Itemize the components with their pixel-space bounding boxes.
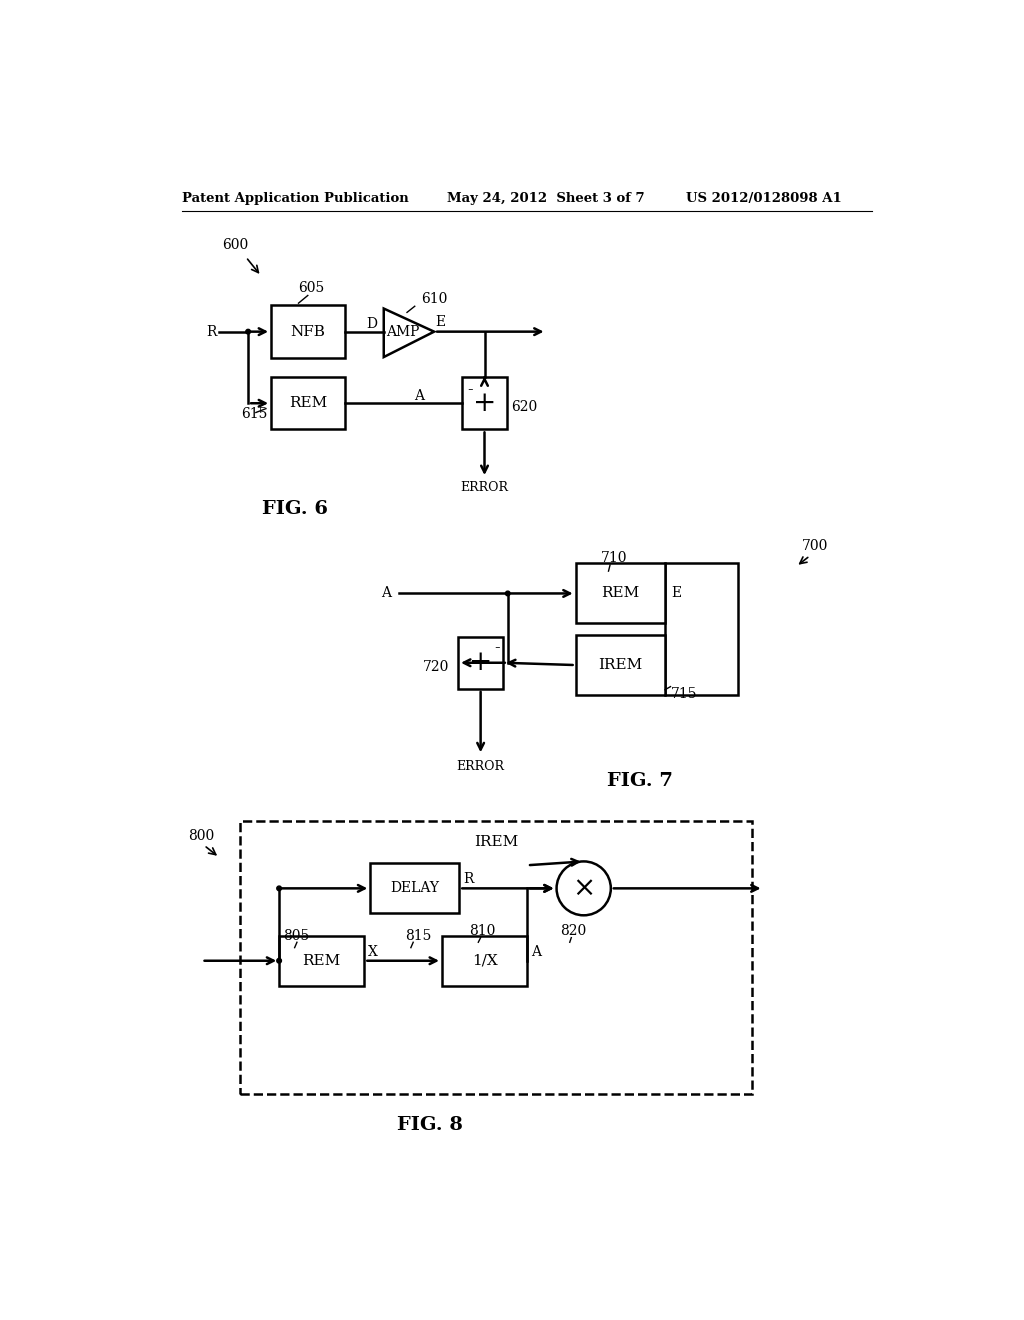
Text: NFB: NFB <box>291 325 326 339</box>
Text: A: A <box>382 586 391 601</box>
Polygon shape <box>384 309 434 358</box>
Text: 600: 600 <box>222 239 249 252</box>
Text: A: A <box>414 388 424 403</box>
Text: REM: REM <box>303 954 341 968</box>
Text: 620: 620 <box>511 400 538 414</box>
Text: 1/X: 1/X <box>472 954 498 968</box>
Text: 700: 700 <box>802 539 828 553</box>
Text: FIG. 6: FIG. 6 <box>261 500 328 517</box>
Text: R: R <box>207 325 217 339</box>
Text: ERROR: ERROR <box>461 482 509 495</box>
Text: X: X <box>369 945 378 958</box>
Text: 800: 800 <box>188 829 215 843</box>
Text: FIG. 7: FIG. 7 <box>606 772 673 789</box>
Bar <box>241 821 752 1094</box>
Bar <box>371 863 460 913</box>
Text: D: D <box>367 317 378 331</box>
Text: 720: 720 <box>423 660 450 673</box>
Text: 810: 810 <box>469 924 496 937</box>
Text: May 24, 2012  Sheet 3 of 7: May 24, 2012 Sheet 3 of 7 <box>447 191 645 205</box>
Text: IREM: IREM <box>474 836 518 849</box>
Text: IREM: IREM <box>598 659 642 672</box>
Bar <box>575 635 665 696</box>
Bar <box>665 564 738 696</box>
Bar <box>271 305 345 358</box>
Text: 610: 610 <box>421 292 447 305</box>
Bar <box>271 378 345 429</box>
Text: E: E <box>671 586 681 601</box>
Text: +: + <box>473 389 497 417</box>
Circle shape <box>506 591 510 595</box>
Text: +: + <box>469 649 493 676</box>
Circle shape <box>557 862 611 915</box>
Text: ERROR: ERROR <box>457 760 505 774</box>
Bar <box>575 564 665 623</box>
Bar <box>442 936 527 986</box>
Text: 615: 615 <box>241 407 267 421</box>
Text: R: R <box>463 873 473 886</box>
Text: AMP: AMP <box>386 326 420 339</box>
Text: -: - <box>467 381 473 397</box>
Text: DELAY: DELAY <box>390 882 439 895</box>
Text: E: E <box>435 315 445 330</box>
Text: 820: 820 <box>560 924 587 937</box>
Text: 715: 715 <box>671 686 697 701</box>
Bar <box>462 378 507 429</box>
Text: ×: × <box>572 875 595 902</box>
Text: -: - <box>495 639 500 656</box>
Text: 805: 805 <box>283 929 309 942</box>
Text: Patent Application Publication: Patent Application Publication <box>182 191 409 205</box>
Text: 815: 815 <box>406 929 432 942</box>
Text: 710: 710 <box>601 550 628 565</box>
Text: 605: 605 <box>299 281 325 294</box>
Bar <box>458 636 503 689</box>
Circle shape <box>276 958 282 964</box>
Bar <box>280 936 365 986</box>
Circle shape <box>276 886 282 891</box>
Circle shape <box>246 330 251 334</box>
Text: FIG. 8: FIG. 8 <box>397 1115 463 1134</box>
Text: US 2012/0128098 A1: US 2012/0128098 A1 <box>686 191 842 205</box>
Text: A: A <box>531 945 541 958</box>
Text: REM: REM <box>601 586 639 601</box>
Text: REM: REM <box>289 396 327 411</box>
